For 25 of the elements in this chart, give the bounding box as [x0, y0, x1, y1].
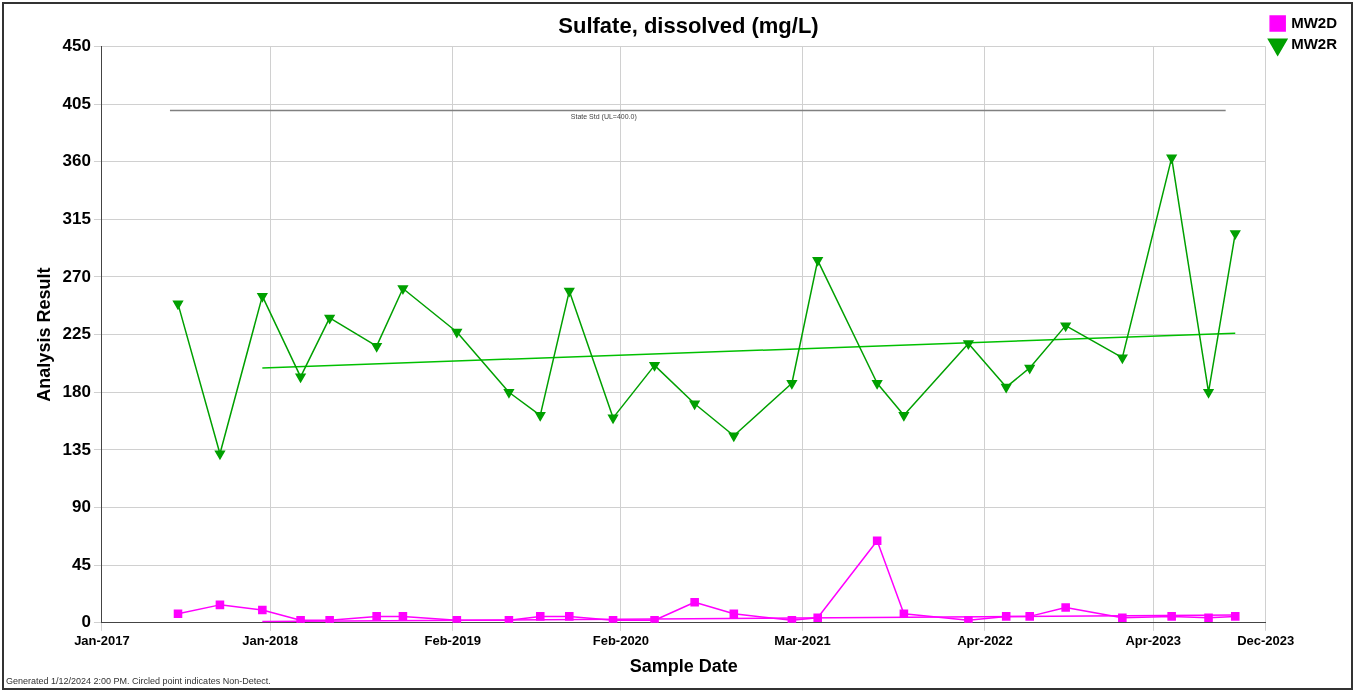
x-tick-label: Apr-2023	[1125, 633, 1182, 649]
chart-title: Sulfate, dissolved (mg/L)	[558, 13, 819, 39]
x-tick-label: Feb-2019	[424, 633, 481, 649]
y-tick-label: 90	[72, 497, 91, 517]
y-tick-label: 180	[62, 381, 91, 401]
y-tick-label: 405	[62, 93, 91, 113]
y-axis-title: Analysis Result	[33, 267, 54, 402]
y-tick-label: 270	[62, 266, 91, 286]
legend-label: MW2D	[1291, 13, 1338, 31]
x-tick-label: Feb-2020	[592, 633, 650, 649]
y-tick-label: 450	[62, 36, 91, 56]
x-tick-label: Dec-2023	[1237, 633, 1295, 649]
y-tick-label: 45	[72, 554, 91, 574]
y-tick-label: 360	[62, 151, 91, 171]
text: Generated 1/12/2024 2:00 PM. Circled point indicates Non-Detect.	[6, 676, 271, 686]
x-tick-label: Jan-2018	[242, 633, 299, 649]
x-tick-label: Jan-2017	[74, 633, 130, 649]
y-tick-label: 315	[62, 209, 91, 229]
x-tick-label: Mar-2021	[774, 633, 831, 649]
y-tick-label: 0	[81, 612, 91, 632]
legend-label: MW2R	[1291, 34, 1338, 52]
x-tick-label: Apr-2022	[957, 633, 1013, 649]
y-tick-label: 225	[62, 324, 91, 344]
y-tick-label: 135	[62, 439, 91, 459]
x-axis-title: Sample Date	[629, 656, 738, 677]
